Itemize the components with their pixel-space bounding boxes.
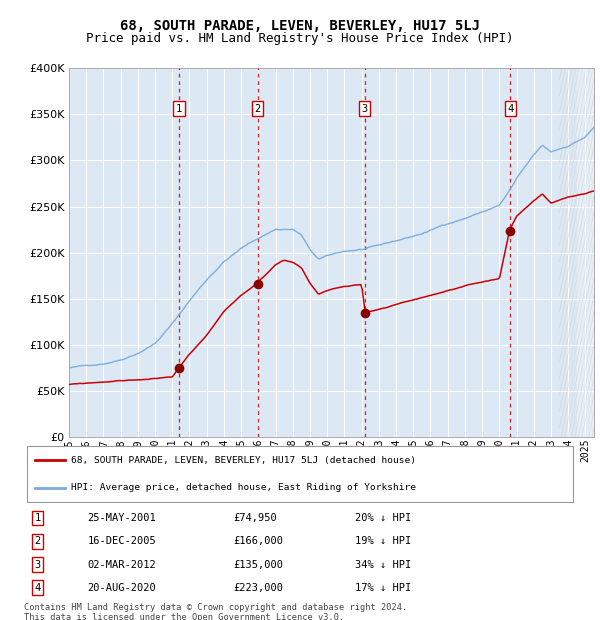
Text: 4: 4: [507, 104, 514, 114]
Text: 1: 1: [176, 104, 182, 114]
Text: £223,000: £223,000: [234, 583, 284, 593]
Text: HPI: Average price, detached house, East Riding of Yorkshire: HPI: Average price, detached house, East…: [71, 483, 416, 492]
Text: 2: 2: [254, 104, 261, 114]
Text: 17% ↓ HPI: 17% ↓ HPI: [355, 583, 412, 593]
Polygon shape: [577, 68, 594, 437]
Text: 19% ↓ HPI: 19% ↓ HPI: [355, 536, 412, 546]
Text: 2: 2: [35, 536, 41, 546]
Text: 68, SOUTH PARADE, LEVEN, BEVERLEY, HU17 5LJ (detached house): 68, SOUTH PARADE, LEVEN, BEVERLEY, HU17 …: [71, 456, 416, 465]
Text: 68, SOUTH PARADE, LEVEN, BEVERLEY, HU17 5LJ: 68, SOUTH PARADE, LEVEN, BEVERLEY, HU17 …: [120, 19, 480, 33]
Text: £166,000: £166,000: [234, 536, 284, 546]
Text: £74,950: £74,950: [234, 513, 278, 523]
Text: 3: 3: [361, 104, 368, 114]
Text: Price paid vs. HM Land Registry's House Price Index (HPI): Price paid vs. HM Land Registry's House …: [86, 32, 514, 45]
Text: £135,000: £135,000: [234, 559, 284, 570]
Text: 02-MAR-2012: 02-MAR-2012: [88, 559, 156, 570]
Text: 16-DEC-2005: 16-DEC-2005: [88, 536, 156, 546]
Text: 20-AUG-2020: 20-AUG-2020: [88, 583, 156, 593]
Text: 25-MAY-2001: 25-MAY-2001: [88, 513, 156, 523]
Text: 4: 4: [35, 583, 41, 593]
FancyBboxPatch shape: [27, 446, 573, 502]
Text: 3: 3: [35, 559, 41, 570]
Text: 1: 1: [35, 513, 41, 523]
Text: Contains HM Land Registry data © Crown copyright and database right 2024.
This d: Contains HM Land Registry data © Crown c…: [24, 603, 407, 620]
Text: 20% ↓ HPI: 20% ↓ HPI: [355, 513, 412, 523]
Text: 34% ↓ HPI: 34% ↓ HPI: [355, 559, 412, 570]
